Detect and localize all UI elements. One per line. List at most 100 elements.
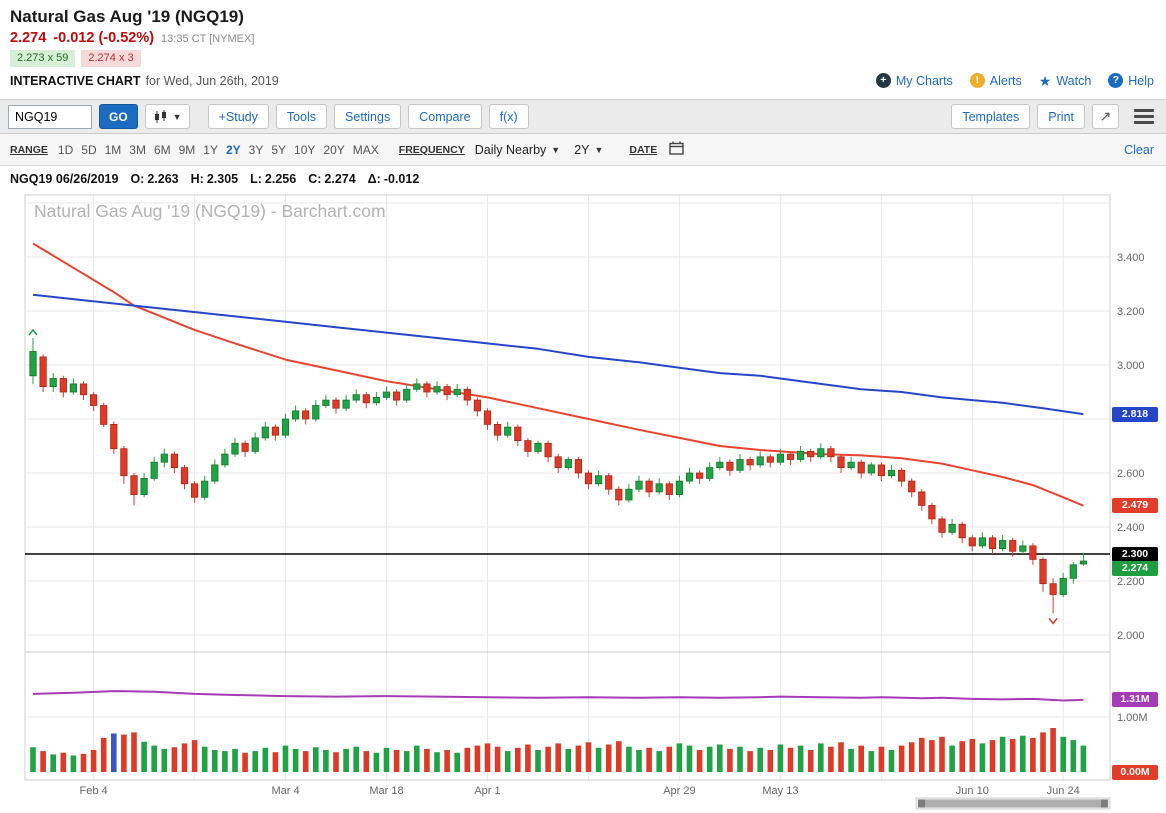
menu-button[interactable] (1134, 109, 1154, 124)
range-2y[interactable]: 2Y (225, 142, 241, 157)
help-link[interactable]: ? Help (1108, 73, 1154, 88)
price-chart[interactable]: 3.400 3.200 3.000 2.600 2.400 2.200 2.000 1.00M… (0, 192, 1166, 813)
svg-text:Jun 10: Jun 10 (956, 785, 989, 797)
range-3y[interactable]: 3Y (248, 142, 264, 157)
svg-text:1.00M: 1.00M (1117, 712, 1148, 724)
chevron-down-icon: ▼ (172, 111, 182, 122)
svg-text:2.400: 2.400 (1117, 522, 1145, 534)
ohlc-fields: O: 2.263 H: 2.305 L: 2.256 C: 2.274 Δ: -0.012 (130, 172, 419, 186)
range-3m[interactable]: 3M (129, 142, 146, 157)
study-button[interactable]: +Study (207, 104, 269, 129)
moving-average-red (32, 242, 1084, 507)
range-9m[interactable]: 9M (178, 142, 196, 157)
open-value: O: 2.263 (130, 172, 179, 186)
ohlc-date: 06/26/2019 (55, 172, 119, 186)
scrollbar-handle[interactable] (918, 799, 1108, 808)
swing-low-marker (1048, 617, 1058, 625)
f-x-button[interactable]: f(x) (488, 104, 529, 129)
quote-header: Natural Gas Aug '19 (NGQ19) 2.274 -0.012… (0, 0, 1166, 99)
chevron-down-icon: ▼ (594, 144, 604, 155)
range-label[interactable]: RANGE (10, 143, 48, 156)
print-button[interactable]: Print (1037, 104, 1085, 129)
my-charts-link[interactable]: + My Charts (875, 73, 953, 88)
section-date: for Wed, Jun 26th, 2019 (145, 73, 279, 88)
frequency-select[interactable]: Daily Nearby ▼ (475, 143, 560, 157)
chart-area[interactable]: 3.400 3.200 3.000 2.600 2.400 2.200 2.000 1.00M… (0, 192, 1166, 813)
ohlc-bar: NGQ19 06/26/2019 O: 2.263 H: 2.305 L: 2.256 C:… (0, 166, 1166, 192)
bid-ask-row: 2.273 x 59 2.274 x 3 (10, 50, 1156, 67)
range-5y[interactable]: 5Y (271, 142, 287, 157)
candles-layer (29, 338, 1087, 614)
range-5d[interactable]: 5D (81, 142, 97, 157)
bid-quote: 2.273 x 59 (10, 50, 76, 67)
chart-scrollbar[interactable] (915, 797, 1111, 810)
range-list: 1D 5D 1M 3M 6M 9M 1Y 2Y 3Y 5Y 10Y 20Y MAX (54, 143, 383, 157)
range-1d[interactable]: 1D (57, 142, 74, 157)
frequency-value: Daily Nearby (474, 142, 547, 157)
ohlc-symbol-date: NGQ19 06/26/2019 (10, 172, 118, 186)
svg-text:3.200: 3.200 (1117, 306, 1145, 318)
watch-link[interactable]: ★ Watch (1039, 74, 1092, 88)
alerts-label: Alerts (989, 73, 1022, 88)
plus-circle-icon: + (875, 73, 891, 88)
date-label[interactable]: DATE (629, 143, 658, 156)
plot-borders (24, 194, 1111, 781)
toolbar-right-buttons: Templates Print (951, 104, 1085, 129)
range-max[interactable]: MAX (352, 142, 379, 157)
chevron-down-icon: ▼ (551, 144, 561, 155)
svg-text:3.400: 3.400 (1117, 252, 1145, 264)
alert-circle-icon: ! (969, 73, 985, 88)
range-1m[interactable]: 1M (104, 142, 122, 157)
range-toolbar: RANGE 1D 5D 1M 3M 6M 9M 1Y 2Y 3Y 5Y 10Y 20Y MAX FREQ… (0, 134, 1166, 166)
alerts-link[interactable]: ! Alerts (969, 73, 1022, 88)
scrollbar-right-grip[interactable] (1101, 799, 1108, 808)
expand-chart-button[interactable]: ↗ (1092, 104, 1119, 129)
chart-type-button[interactable]: ▼ (144, 104, 190, 129)
last-price: 2.274 (10, 30, 47, 46)
svg-text:Mar 4: Mar 4 (271, 785, 299, 797)
question-circle-icon: ? (1108, 73, 1124, 88)
frequency-label[interactable]: FREQUENCY (398, 143, 465, 156)
watch-label: Watch (1056, 73, 1092, 88)
range-10y[interactable]: 10Y (294, 142, 316, 157)
change-value: Δ: -0.012 (367, 172, 420, 186)
compare-button[interactable]: Compare (408, 104, 482, 129)
volume-layer (30, 728, 1087, 772)
star-icon: ★ (1038, 72, 1052, 89)
svg-text:2.000: 2.000 (1117, 630, 1145, 642)
scrollbar-left-grip[interactable] (918, 799, 925, 808)
svg-text:Apr 1: Apr 1 (474, 785, 500, 797)
moving-average-blue (32, 293, 1084, 416)
go-button[interactable]: GO (99, 104, 138, 129)
swing-markers (28, 328, 1058, 625)
price-change: -0.012 (-0.52%) (53, 30, 155, 46)
svg-text:2.200: 2.200 (1117, 576, 1145, 588)
templates-button[interactable]: Templates (951, 104, 1031, 129)
svg-text:May 13: May 13 (762, 785, 798, 797)
settings-button[interactable]: Settings (334, 104, 402, 129)
svg-text:Jun 24: Jun 24 (1047, 785, 1080, 797)
low-value: L: 2.256 (250, 172, 297, 186)
chart-watermark: Natural Gas Aug '19 (NGQ19) - Barchart.c… (34, 201, 386, 221)
ask-quote: 2.274 x 3 (81, 50, 141, 67)
range-20y[interactable]: 20Y (323, 142, 345, 157)
range-1y[interactable]: 1Y (203, 142, 218, 157)
high-value: H: 2.305 (190, 172, 239, 186)
symbol-input[interactable] (8, 104, 92, 129)
header-links: + My Charts! Alerts ★ Watch ? Help (875, 73, 1156, 88)
ohlc-symbol: NGQ19 (10, 172, 53, 186)
clear-button[interactable]: Clear (1124, 142, 1154, 157)
section-row: INTERACTIVE CHART for Wed, Jun 26th, 201… (10, 73, 1156, 88)
svg-text:2.600: 2.600 (1117, 468, 1145, 480)
toolbar-buttons: +Study Tools Settings Compare f(x) (207, 104, 529, 129)
page-title: Natural Gas Aug '19 (NGQ19) (10, 7, 244, 26)
zoom-select[interactable]: 2Y ▼ (574, 143, 603, 157)
calendar-icon[interactable] (669, 141, 684, 158)
expand-arrow-icon: ↗ (1099, 108, 1112, 124)
tools-button[interactable]: Tools (275, 104, 328, 129)
quote-price-row: 2.274 -0.012 (-0.52%) 13:35 CT [NYMEX] (10, 30, 1156, 46)
range-6m[interactable]: 6M (153, 142, 171, 157)
section-title: INTERACTIVE CHART (10, 73, 141, 88)
